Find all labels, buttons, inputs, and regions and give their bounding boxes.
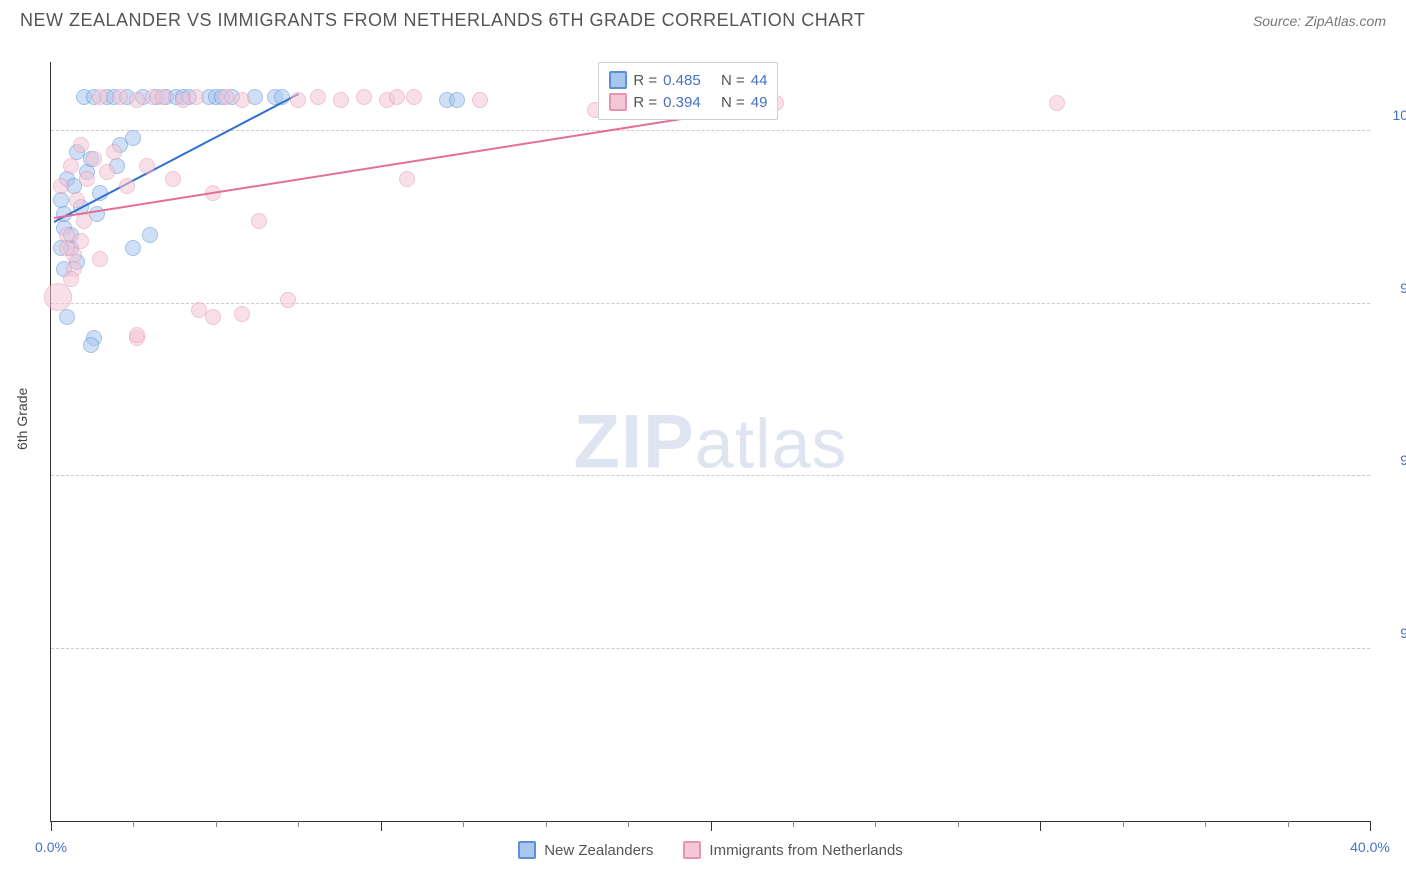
y-tick-label: 92.5% xyxy=(1380,625,1406,641)
legend-item: New Zealanders xyxy=(518,841,653,859)
x-tick-minor xyxy=(1123,821,1124,827)
data-point xyxy=(356,89,372,105)
stat-n-label: N = xyxy=(721,94,745,111)
gridline-h xyxy=(51,648,1370,649)
stats-legend: R = 0.485 N = 44 R = 0.394 N = 49 xyxy=(598,62,778,120)
gridline-h xyxy=(51,475,1370,476)
x-tick-minor xyxy=(463,821,464,827)
stats-row: R = 0.394 N = 49 xyxy=(609,91,767,113)
data-point xyxy=(333,92,349,108)
data-point xyxy=(86,151,102,167)
data-point xyxy=(129,92,145,108)
data-point xyxy=(188,89,204,105)
stat-n-value: 44 xyxy=(751,72,768,89)
data-point xyxy=(63,271,79,287)
stats-row: R = 0.485 N = 44 xyxy=(609,69,767,91)
data-point xyxy=(290,92,306,108)
y-axis-label: 6th Grade xyxy=(14,388,30,450)
data-point xyxy=(119,178,135,194)
data-point xyxy=(139,158,155,174)
x-tick-minor xyxy=(793,821,794,827)
data-point xyxy=(218,89,234,105)
trend-line xyxy=(54,103,777,219)
data-point xyxy=(92,251,108,267)
stat-r-value: 0.485 xyxy=(663,72,701,89)
data-point xyxy=(73,137,89,153)
data-point xyxy=(112,89,128,105)
data-point xyxy=(205,309,221,325)
x-tick-minor xyxy=(1288,821,1289,827)
data-point xyxy=(73,233,89,249)
x-tick-major xyxy=(51,821,52,831)
data-point xyxy=(1049,95,1065,111)
stat-r-label: R = xyxy=(633,94,657,111)
watermark-bold: ZIP xyxy=(573,399,694,484)
data-point xyxy=(406,89,422,105)
y-tick-label: 95.0% xyxy=(1380,452,1406,468)
series-legend: New Zealanders Immigrants from Netherland… xyxy=(51,841,1370,859)
x-tick-major xyxy=(711,821,712,831)
gridline-h xyxy=(51,130,1370,131)
gridline-h xyxy=(51,303,1370,304)
data-point xyxy=(399,171,415,187)
stat-r-value: 0.394 xyxy=(663,94,701,111)
stat-r-label: R = xyxy=(633,72,657,89)
data-point xyxy=(53,178,69,194)
data-point xyxy=(63,158,79,174)
chart-title: NEW ZEALANDER VS IMMIGRANTS FROM NETHERL… xyxy=(20,10,865,31)
stat-n-value: 49 xyxy=(751,94,768,111)
x-tick-minor xyxy=(216,821,217,827)
data-point xyxy=(234,92,250,108)
x-tick-minor xyxy=(628,821,629,827)
data-point xyxy=(125,130,141,146)
y-tick-label: 97.5% xyxy=(1380,280,1406,296)
x-tick-major xyxy=(381,821,382,831)
x-tick-minor xyxy=(875,821,876,827)
chart-header: NEW ZEALANDER VS IMMIGRANTS FROM NETHERL… xyxy=(0,0,1406,31)
data-point xyxy=(83,337,99,353)
data-point xyxy=(472,92,488,108)
legend-swatch xyxy=(518,841,536,859)
data-point xyxy=(165,171,181,187)
data-point xyxy=(251,213,267,229)
data-point xyxy=(99,164,115,180)
data-point xyxy=(125,240,141,256)
x-tick-minor xyxy=(958,821,959,827)
x-tick-minor xyxy=(546,821,547,827)
data-point xyxy=(92,89,108,105)
data-point xyxy=(310,89,326,105)
data-point xyxy=(69,192,85,208)
watermark: ZIPatlas xyxy=(573,398,847,485)
y-tick-label: 100.0% xyxy=(1380,107,1406,123)
data-point xyxy=(106,144,122,160)
chart-source: Source: ZipAtlas.com xyxy=(1253,13,1386,29)
legend-label: New Zealanders xyxy=(544,842,653,859)
data-point xyxy=(79,171,95,187)
legend-item: Immigrants from Netherlands xyxy=(683,841,902,859)
watermark-light: atlas xyxy=(695,404,848,482)
data-point xyxy=(280,292,296,308)
stat-n-label: N = xyxy=(721,72,745,89)
scatter-chart: ZIPatlas 92.5%95.0%97.5%100.0%0.0%40.0% … xyxy=(50,62,1370,822)
legend-swatch xyxy=(609,71,627,89)
x-tick-minor xyxy=(1205,821,1206,827)
x-tick-minor xyxy=(133,821,134,827)
data-point xyxy=(389,89,405,105)
x-tick-minor xyxy=(298,821,299,827)
data-point xyxy=(59,309,75,325)
data-point xyxy=(142,227,158,243)
legend-label: Immigrants from Netherlands xyxy=(709,842,902,859)
data-point xyxy=(449,92,465,108)
data-point xyxy=(129,327,145,343)
legend-swatch xyxy=(683,841,701,859)
x-tick-major xyxy=(1370,821,1371,831)
data-point xyxy=(234,306,250,322)
data-point xyxy=(155,89,171,105)
legend-swatch xyxy=(609,93,627,111)
x-tick-major xyxy=(1040,821,1041,831)
